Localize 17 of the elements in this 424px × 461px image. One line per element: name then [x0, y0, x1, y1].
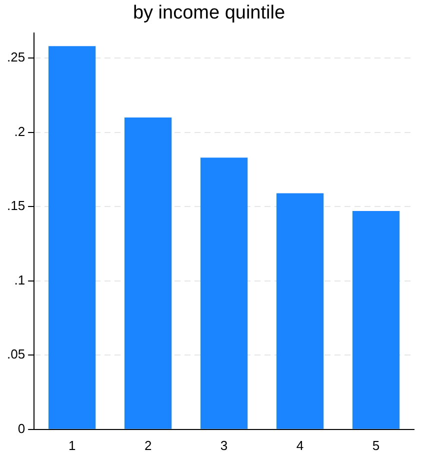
y-tick-label: .25 — [6, 50, 26, 65]
bar — [200, 158, 248, 429]
bar — [124, 117, 172, 429]
y-tick-label: 0 — [18, 420, 26, 436]
x-tick-label: 5 — [372, 438, 380, 453]
chart-title: by income quintile — [132, 2, 286, 24]
bar — [352, 211, 400, 429]
y-tick-label: .05 — [6, 346, 26, 362]
y-tick-label: .1 — [14, 272, 26, 288]
y-tick-label: .2 — [14, 124, 26, 139]
bar — [276, 193, 324, 429]
x-tick-label: 4 — [296, 438, 304, 453]
bar — [48, 46, 96, 429]
y-tick-label: .15 — [6, 198, 26, 214]
x-tick-label: 3 — [220, 438, 228, 453]
x-tick-label: 1 — [68, 438, 76, 453]
x-tick-label: 2 — [144, 438, 152, 453]
